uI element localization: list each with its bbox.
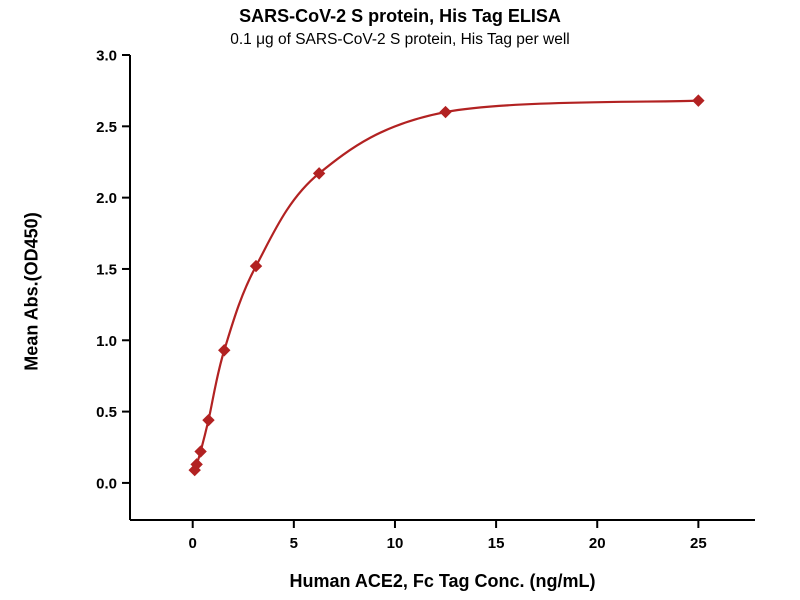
- data-point-marker: [312, 167, 326, 180]
- y-tick-label: 3.0: [96, 48, 117, 65]
- y-tick-label: 2.0: [96, 190, 117, 207]
- x-axis-label: Human ACE2, Fc Tag Conc. (ng/mL): [289, 571, 596, 591]
- data-point-marker: [692, 94, 705, 107]
- data-point-marker: [218, 344, 231, 357]
- chart-subtitle: 0.1 μg of SARS-CoV-2 S protein, His Tag …: [230, 31, 570, 48]
- x-tick-label: 15: [488, 535, 505, 552]
- data-point-marker: [190, 458, 203, 471]
- y-tick-label: 0.5: [96, 404, 117, 421]
- chart-title: SARS-CoV-2 S protein, His Tag ELISA: [239, 6, 561, 26]
- y-tick-label: 1.0: [96, 333, 117, 350]
- data-point-marker: [439, 105, 452, 119]
- fit-curve: [193, 99, 699, 471]
- x-tick-label: 25: [690, 535, 707, 552]
- x-tick-label: 20: [589, 535, 606, 552]
- x-tick-label: 5: [290, 535, 298, 552]
- y-tick-label: 0.0: [96, 475, 117, 492]
- y-axis-label: Mean Abs.(OD450): [21, 212, 42, 371]
- data-point-marker: [194, 445, 207, 458]
- x-tick-label: 10: [387, 535, 404, 552]
- y-tick-label: 2.5: [96, 119, 117, 136]
- x-tick-label: 0: [189, 535, 197, 552]
- y-tick-label: 1.5: [96, 261, 117, 278]
- data-point-marker: [202, 413, 215, 427]
- data-point-marker: [249, 259, 263, 273]
